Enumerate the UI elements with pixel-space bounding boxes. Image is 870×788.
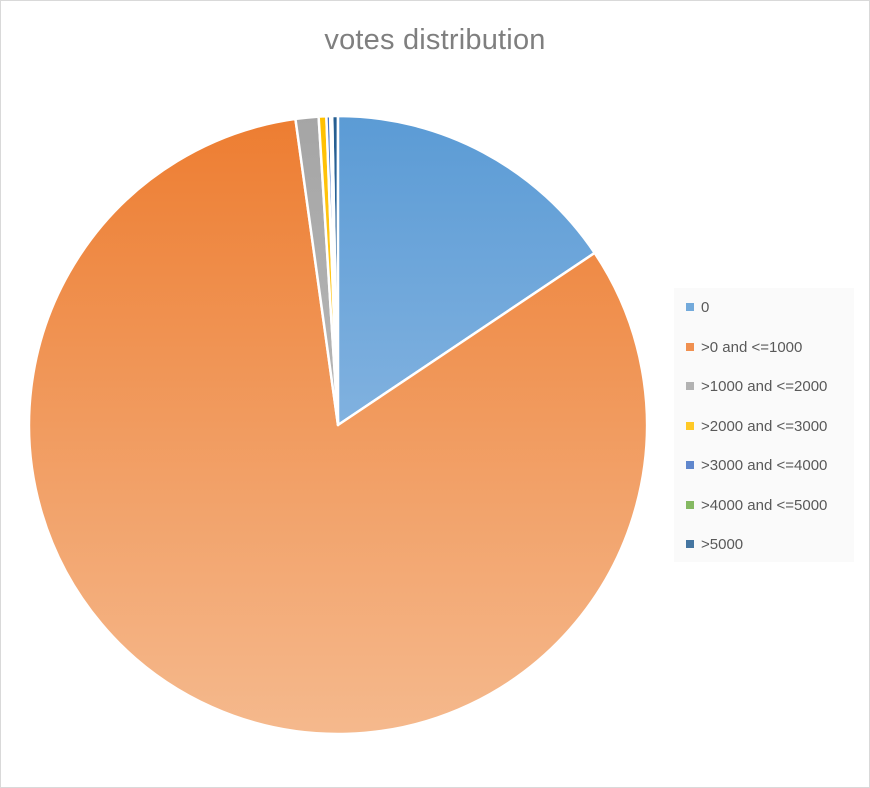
- legend: 0 >0 and <=1000 >1000 and <=2000 >2000 and …: [674, 288, 854, 562]
- legend-swatch: [686, 540, 694, 549]
- legend-item-4000-and-5000: >4000 and <=5000: [686, 496, 827, 516]
- legend-swatch: [686, 421, 694, 430]
- legend-swatch: [686, 461, 694, 470]
- legend-item-3000-and-4000: >3000 and <=4000: [686, 456, 827, 476]
- legend-item-0-and-1000: >0 and <=1000: [686, 338, 802, 358]
- legend-label: >0 and <=1000: [701, 338, 803, 356]
- legend-label: >3000 and <=4000: [701, 457, 828, 474]
- legend-item-0: 0: [686, 298, 709, 318]
- chart-title: votes distribution: [324, 24, 546, 56]
- pie-slice-0: [336, 114, 596, 427]
- legend-label: >5000: [701, 536, 744, 553]
- legend-swatch: [686, 342, 694, 351]
- legend-item-5000: >5000: [686, 535, 743, 555]
- pie-slice-4000-and-5000: [328, 114, 340, 427]
- legend-swatch: [686, 500, 694, 509]
- legend-swatch: [686, 382, 694, 391]
- legend-swatch: [686, 303, 694, 312]
- pie-slices: [27, 114, 649, 736]
- legend-item-1000-and-2000: >1000 and <=2000: [686, 377, 827, 397]
- legend-label: >2000 and <=3000: [701, 417, 828, 435]
- pie-slice-0-and-1000: [27, 117, 649, 736]
- legend-item-2000-and-3000: >2000 and <=3000: [686, 417, 827, 437]
- legend-label: 0: [701, 299, 710, 316]
- legend-label: >4000 and <=5000: [701, 496, 828, 514]
- legend-label: >1000 and <=2000: [701, 378, 828, 395]
